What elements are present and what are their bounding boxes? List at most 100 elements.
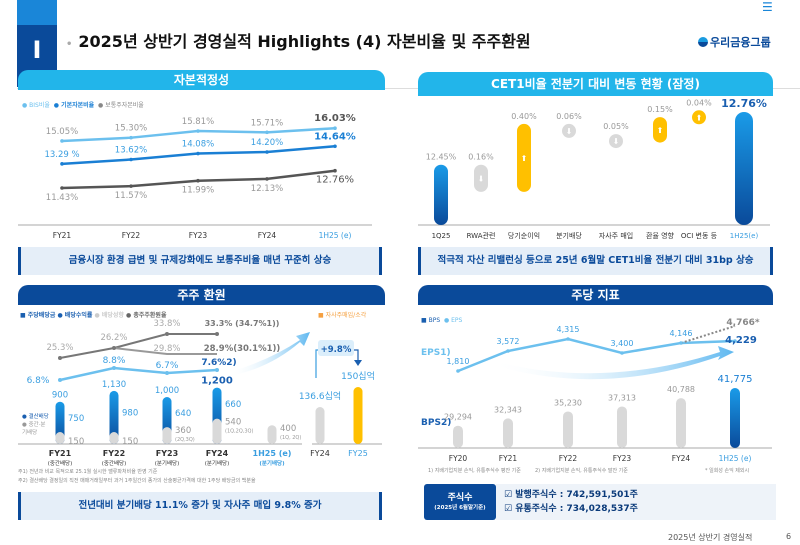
bps-bar [617, 406, 627, 448]
pershare-legend: ■ BPS ● EPS [421, 317, 462, 324]
down-arrow-icon [354, 360, 362, 366]
eps-line [457, 337, 736, 373]
buyback-x-tick: FY24 [310, 449, 330, 458]
payout-line [113, 347, 217, 355]
capital-value-label: 12.76% [316, 175, 354, 186]
buyback-label: 136.6십억 [299, 390, 341, 402]
total-return-label: 25.3% [46, 343, 73, 353]
pershare-note-2: 2) 지배기업지분 손익, 유통주식수 말잔 기준 [535, 468, 628, 474]
cet1-x-tick: 자사주 매입 [599, 231, 633, 240]
shares-info: ☑ 발행주식수 : 742,591,501주 ☑ 유통주식수 : 734,028… [496, 484, 776, 520]
pershare-x-tick: 1H25 (e) [719, 454, 752, 463]
divider [17, 88, 800, 89]
eps-adjusted-label: 4,766* [726, 318, 759, 328]
capital-x-tick: FY24 [258, 231, 277, 240]
capital-point [60, 139, 64, 143]
dividend-total-label: 900 [52, 391, 68, 401]
dividend-final-label: 640 [175, 409, 191, 419]
capital-value-label: 15.71% [251, 118, 283, 128]
dividend-x-sublabel: (중간배당) [48, 459, 73, 467]
header-accent [17, 0, 57, 25]
dividend-interim-bar [162, 427, 172, 444]
capital-header: 자본적정성 [18, 70, 385, 90]
buyback-x-tick: FY25 [348, 449, 368, 458]
capital-point [333, 144, 337, 149]
bps-label: 37,313 [608, 393, 636, 402]
capital-point [265, 150, 269, 154]
menu-icon[interactable]: ☰ [762, 0, 773, 14]
dividend-interim-note: (1Q, 2Q) [280, 435, 301, 441]
payout-label: 29.8% [153, 344, 180, 354]
buyback-bar [315, 407, 325, 444]
footnote-1: 주1) 전년과 비교 목적으로 25.1월 실시한 밸류파처비율 반영 기준 [18, 469, 158, 475]
bps-label: 41,775 [718, 374, 753, 385]
cet1-header: CET1비율 전분기 대비 변동 현황 (잠정) [418, 72, 773, 96]
eps-point [566, 337, 570, 341]
capital-point [196, 129, 200, 133]
cet1-x-tick: OCI 변동 등 [681, 232, 718, 240]
yield-point [165, 371, 169, 375]
cet1-bar [692, 110, 706, 125]
cet1-summary: 적극적 자산 리밸런싱 등으로 25년 6월말 CET1비율 전분기 대비 31… [418, 247, 773, 275]
cet1-up-arrow-icon: ⬆ [521, 154, 528, 163]
shareholder-legend: ■ 주당배당금 ● 배당수익률 ● 배당성향 ● 총주주환원율 [20, 310, 166, 319]
pershare-x-tick: FY21 [499, 454, 518, 463]
total-return-point [165, 332, 169, 336]
capital-x-tick: 1H25 (e) [319, 231, 352, 240]
capital-point [196, 178, 200, 183]
bps-bar [503, 418, 513, 448]
cet1-value-label: 0.16% [468, 153, 494, 162]
capital-x-tick: FY22 [122, 231, 141, 240]
dividend-interim-bar [267, 425, 277, 444]
legend-cet1: ● 보통주자본비율 [98, 102, 144, 109]
bps-axis-label: BPS2) [421, 418, 451, 428]
eps-label: 4,146 [670, 329, 693, 338]
capital-point [333, 168, 337, 173]
eps-axis-label: EPS1) [421, 348, 451, 358]
dividend-interim-label: 150 [68, 437, 84, 447]
capital-point [333, 126, 337, 130]
capital-point [60, 162, 64, 166]
shareholder-summary: 전년대비 분기배당 11.1% 증가 및 자사주 매입 9.8% 증가 [18, 492, 382, 520]
cet1-up-arrow-icon: ⬆ [657, 126, 664, 135]
eps-point [620, 351, 624, 355]
dividend-final-label: 750 [68, 414, 84, 424]
logo-text: 우리금융그룹 [710, 36, 771, 49]
pershare-note-1: 1) 지배기업지분 손익, 유통주식수 평잔 기준 [428, 468, 521, 474]
dividend-x-tick: FY24 [206, 449, 229, 458]
legend-interim: ● 중간·분기배당 [22, 422, 46, 436]
pershare-x-tick: FY24 [672, 454, 691, 463]
cet1-bar [562, 123, 576, 138]
yield-point [215, 368, 219, 372]
dividend-interim-label: 400 [280, 424, 296, 434]
capital-value-label: 12.13% [251, 184, 283, 194]
dividend-x-tick: FY21 [49, 449, 72, 458]
legend-tier1: ● 기본자본비율 [53, 102, 95, 109]
eps-point [506, 349, 510, 353]
shares-outstanding: ☑ 유통주식수 : 734,028,537주 [504, 504, 638, 514]
page-number: 6 [786, 532, 792, 541]
cet1-x-tick: 분기배당 [556, 231, 582, 240]
capital-value-label: 11.99% [182, 186, 214, 196]
bps-bar [730, 388, 740, 448]
page-title-text: 2025년 상반기 경영실적 Highlights (4) 자본비율 및 주주환… [78, 32, 531, 51]
shares-label: 주식수 (2025년 6월말기준) [424, 484, 496, 520]
cet1-value-label: 0.05% [603, 122, 629, 131]
cet1-value-label: 12.45% [426, 153, 457, 162]
total-return-point [112, 346, 116, 350]
dividend-interim-bar [109, 432, 119, 444]
legend-payout: ● 배당성향 [94, 312, 124, 319]
total-return-point [58, 356, 62, 360]
capital-point [129, 184, 133, 188]
dividend-interim-bar [55, 432, 65, 444]
eps-label: 4,315 [557, 325, 580, 334]
buyback-bar [353, 387, 363, 444]
total-return-line [59, 333, 217, 359]
cet1-x-tick: 1Q25 [432, 232, 451, 240]
buyback-growth-badge [318, 340, 354, 356]
eps-point [679, 341, 683, 345]
yield-line [59, 366, 218, 382]
dividend-x-tick: 1H25 (e) [253, 449, 292, 458]
dividend-x-sublabel: (중간배당) [102, 459, 127, 467]
bps-label: 40,788 [667, 385, 695, 394]
